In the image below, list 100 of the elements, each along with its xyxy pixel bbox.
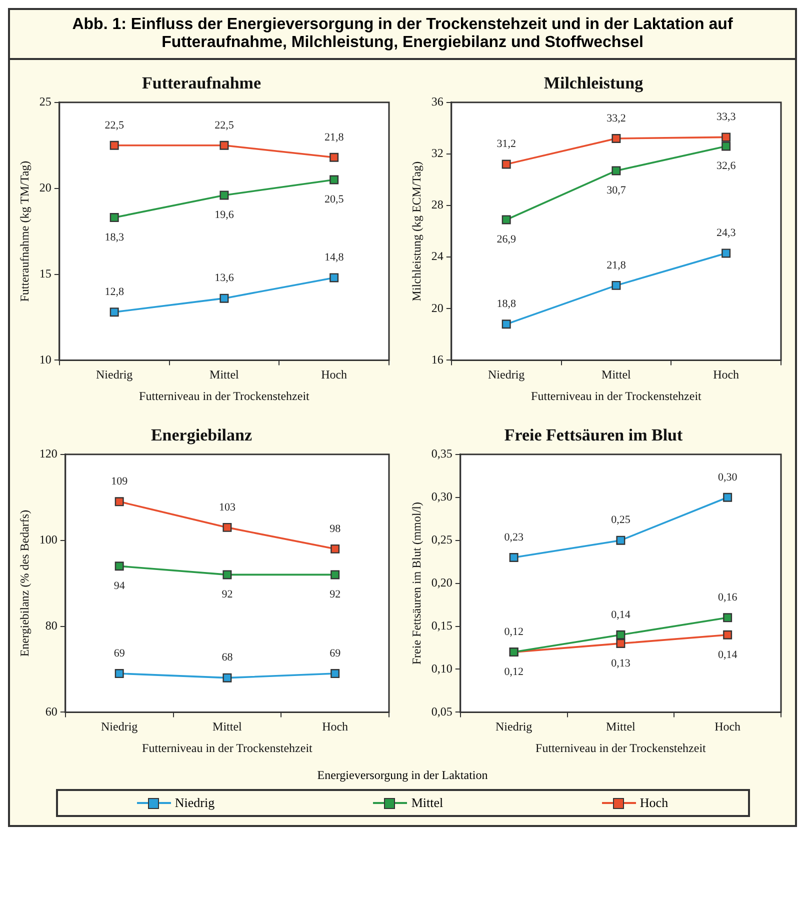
y-tick-label: 100 (39, 532, 58, 546)
data-label: 22,5 (214, 119, 234, 132)
point (616, 638, 626, 648)
chart-title: Freie Fettsäuren im Blut (504, 426, 684, 445)
point (330, 669, 340, 678)
point (329, 273, 338, 282)
y-tick-label: 0,25 (432, 532, 453, 546)
point (114, 562, 124, 571)
point (723, 630, 732, 640)
point (222, 522, 232, 532)
x-tick-label: Mittel (602, 368, 632, 382)
point (723, 492, 732, 502)
data-label: 0,30 (718, 471, 738, 484)
caption: Abb. 1: Einfluss der Energieversorgung in der Trockenstehzeit und in der Laktation auf Futteraufnahme, Milchleistung, Energiebilanz und Stoffwechsel (10, 10, 795, 60)
point (502, 320, 512, 329)
point (222, 673, 232, 682)
data-label: 92 (329, 588, 340, 601)
legend-label: Niedrig (174, 795, 215, 811)
data-label: 103 (218, 501, 236, 514)
data-label: 0,23 (504, 531, 524, 544)
point (110, 140, 119, 150)
y-tick-label: 0,20 (432, 575, 453, 590)
x-tick-label: Hoch (320, 368, 347, 382)
point (330, 544, 340, 554)
y-tick-label: 15 (39, 266, 52, 280)
data-label: 0,25 (611, 514, 632, 526)
point (502, 215, 512, 224)
x-tick-label: Mittel (209, 368, 240, 382)
x-axis-title: Futterniveau in der Trockenstehzeit (142, 740, 313, 755)
data-label: 30,7 (606, 184, 627, 197)
x-tick-label: Niedrig (496, 720, 532, 734)
point (723, 613, 732, 622)
y-tick-label: 80 (45, 618, 58, 632)
x-tick-label: Hoch (714, 720, 741, 734)
x-tick-label: Mittel (212, 720, 242, 734)
point (722, 248, 731, 258)
y-tick-label: 16 (432, 352, 444, 366)
y-tick-label: 0,05 (432, 704, 453, 718)
data-label: 21,8 (324, 131, 344, 144)
data-label: 68 (221, 652, 233, 664)
y-tick-label: 60 (45, 704, 58, 718)
chart-title: Futteraufnahme (142, 74, 262, 93)
x-tick-label: Niedrig (488, 368, 525, 382)
legend-label: Hoch (638, 795, 668, 811)
y-tick-label: 20 (39, 180, 52, 194)
point (612, 134, 621, 143)
legend-title: Energieversorgung in der Laktation (317, 768, 488, 783)
y-tick-label: 0,15 (432, 618, 453, 632)
y-tick-label: 24 (432, 249, 444, 264)
point (219, 294, 228, 303)
data-label: 20,5 (324, 194, 344, 206)
x-tick-label: Niedrig (100, 720, 138, 734)
x-tick-label: Hoch (322, 720, 348, 734)
data-label: 69 (114, 647, 126, 660)
y-tick-label: 0,10 (432, 661, 453, 676)
point (330, 570, 340, 580)
point (329, 175, 338, 184)
x-axis-title: Futterniveau in der Trockenstehzeit (531, 388, 702, 403)
point (502, 160, 512, 169)
x-tick-label: Niedrig (96, 368, 132, 382)
point (722, 132, 731, 142)
y-tick-label: 25 (39, 94, 52, 109)
data-label: 26,9 (496, 234, 517, 246)
x-axis-title: Futterniveau in der Trockenstehzeit (536, 740, 707, 755)
y-tick-label: 36 (432, 94, 444, 109)
point (219, 190, 228, 200)
y-axis-title: Milchleistung (kg ECM/Tag) (410, 161, 424, 302)
data-label: 18,3 (104, 231, 124, 244)
point (616, 536, 626, 545)
chart-title: Milchleistung (544, 74, 644, 93)
point (510, 553, 519, 562)
data-label: 94 (114, 580, 126, 592)
data-label: 31,2 (496, 138, 516, 150)
y-axis-title: Energiebilanz (% des Bedarfs) (17, 510, 32, 657)
data-label: 13,6 (214, 272, 234, 284)
x-axis-title: Futterniveau in der Trockenstehzeit (138, 388, 310, 403)
data-label: 19,6 (214, 209, 234, 222)
x-tick-label: Hoch (713, 368, 740, 382)
y-axis-title: Futteraufnahme (kg TM/Tag) (17, 160, 32, 302)
point (219, 140, 228, 150)
y-tick-label: 0,35 (432, 446, 453, 461)
point (329, 152, 338, 162)
point (110, 213, 119, 222)
data-label: 18,8 (496, 298, 517, 310)
data-label: 0,13 (611, 657, 632, 670)
data-label: 69 (329, 647, 341, 660)
data-label: 24,3 (716, 227, 736, 240)
data-label: 109 (110, 476, 128, 488)
x-tick-label: Mittel (606, 720, 636, 734)
data-label: 98 (329, 522, 341, 535)
data-label: 22,5 (104, 119, 124, 132)
y-tick-label: 10 (39, 352, 52, 366)
data-label: 0,12 (504, 626, 524, 638)
data-label: 0,16 (718, 592, 738, 604)
data-label: 33,2 (606, 112, 626, 124)
data-label: 0,12 (504, 666, 524, 678)
data-label: 12,8 (104, 286, 124, 298)
y-tick-label: 32 (432, 146, 444, 160)
data-label: 92 (221, 588, 232, 601)
y-tick-label: 0,30 (432, 490, 453, 504)
